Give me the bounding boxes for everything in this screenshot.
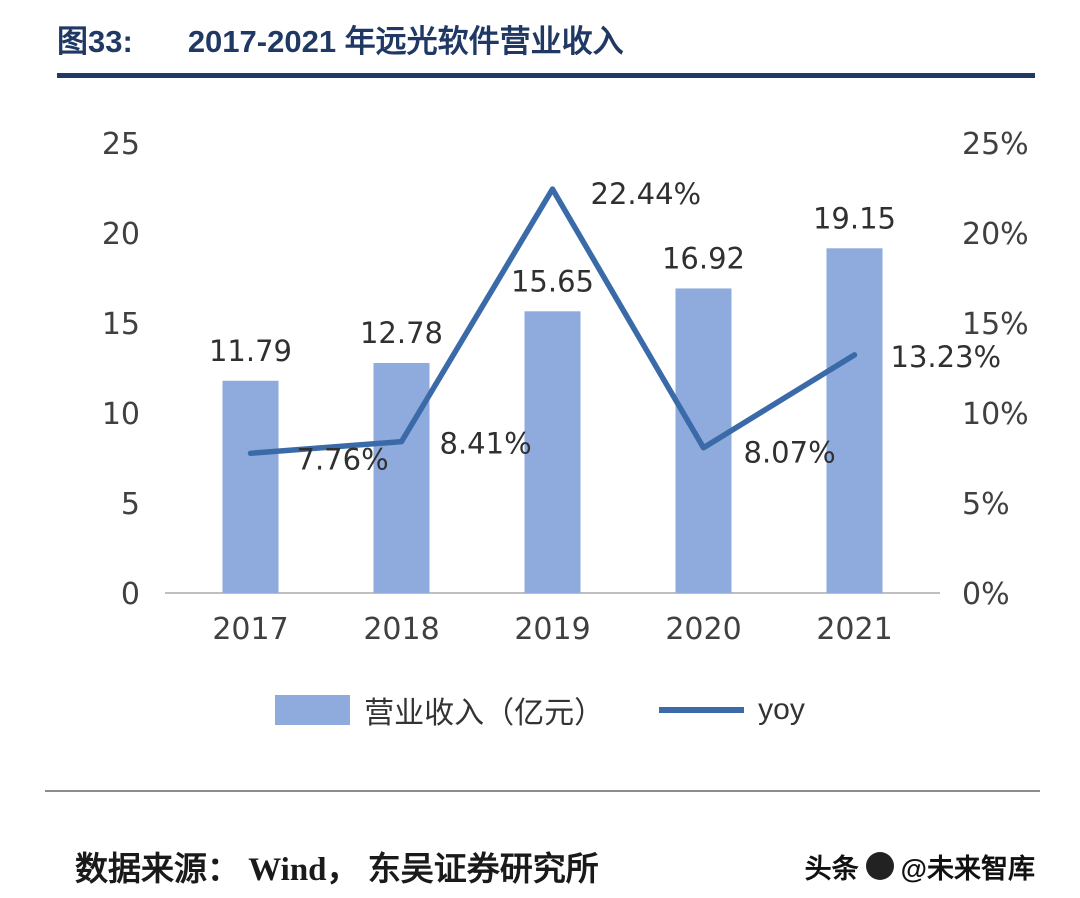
bar-value-label: 11.79	[209, 334, 292, 368]
left-axis-tick: 5	[121, 487, 140, 522]
legend-item-yoy: yoy	[659, 693, 805, 727]
bar-2018	[373, 362, 430, 593]
right-axis-tick: 20%	[962, 217, 1029, 252]
figure-header: 图33: 2017-2021 年远光软件营业收入	[0, 0, 1080, 61]
yoy-value-label: 8.41%	[440, 427, 532, 461]
left-axis-tick: 25	[102, 127, 140, 162]
right-axis-tick: 15%	[962, 307, 1029, 342]
bar-swatch-icon	[275, 695, 351, 725]
figure-title: 2017-2021 年远光软件营业收入	[187, 24, 624, 59]
x-axis-label: 2017	[212, 612, 288, 647]
x-axis-label: 2018	[363, 612, 439, 647]
right-axis-tick: 0%	[962, 577, 1010, 612]
data-source-text: 数据来源： Wind， 东吴证券研究所	[75, 852, 599, 888]
chart-svg: 0 5 10 15 20 25 0% 5% 10% 15% 20% 25% 2017 2018 2019 20…	[102, 127, 1029, 647]
x-axis-label: 2021	[816, 612, 892, 647]
chart-legend: 营业收入（亿元） yoy	[0, 688, 1080, 732]
watermark: 头条 @未来智库	[805, 847, 1035, 886]
watermark-toutiao-text: 头条	[804, 853, 859, 884]
left-axis-tick: 0	[121, 577, 140, 612]
bar-value-label: 12.78	[360, 316, 443, 350]
yoy-line	[247, 186, 858, 457]
left-axis-tick: 15	[102, 307, 140, 342]
title-underline	[57, 73, 1035, 78]
bar-2017	[222, 380, 279, 593]
bar-2019	[524, 311, 581, 593]
bar-2020	[675, 288, 732, 593]
left-axis-tick: 10	[102, 397, 140, 432]
x-axis-label: 2020	[665, 612, 741, 647]
legend-label-yoy: yoy	[758, 693, 805, 726]
x-axis-label: 2019	[514, 612, 590, 647]
line-swatch-icon	[659, 707, 745, 713]
yoy-value-label: 22.44%	[591, 177, 702, 211]
yoy-value-label: 8.07%	[744, 436, 836, 470]
yoy-value-label: 7.76%	[297, 442, 389, 476]
watermark-name-text: @未来智库	[900, 853, 1035, 884]
bar-value-label: 16.92	[662, 241, 745, 275]
figure-label: 图33:	[57, 24, 133, 59]
bar-value-label: 15.65	[511, 264, 594, 298]
yoy-value-label: 13.23%	[891, 340, 1002, 374]
watermark-logo-icon	[865, 852, 894, 880]
bar-2021	[826, 248, 883, 594]
bar-value-label: 19.15	[813, 201, 896, 235]
legend-label-revenue: 营业收入（亿元）	[364, 697, 605, 730]
left-axis-tick: 20	[102, 217, 140, 252]
bottom-divider	[45, 790, 1040, 792]
right-axis-tick: 5%	[962, 487, 1010, 522]
legend-item-revenue: 营业收入（亿元）	[275, 688, 604, 732]
footer: 数据来源： Wind， 东吴证券研究所 头条 @未来智库	[0, 792, 1080, 890]
right-axis-tick: 10%	[962, 397, 1029, 432]
right-axis-tick: 25%	[962, 127, 1029, 162]
